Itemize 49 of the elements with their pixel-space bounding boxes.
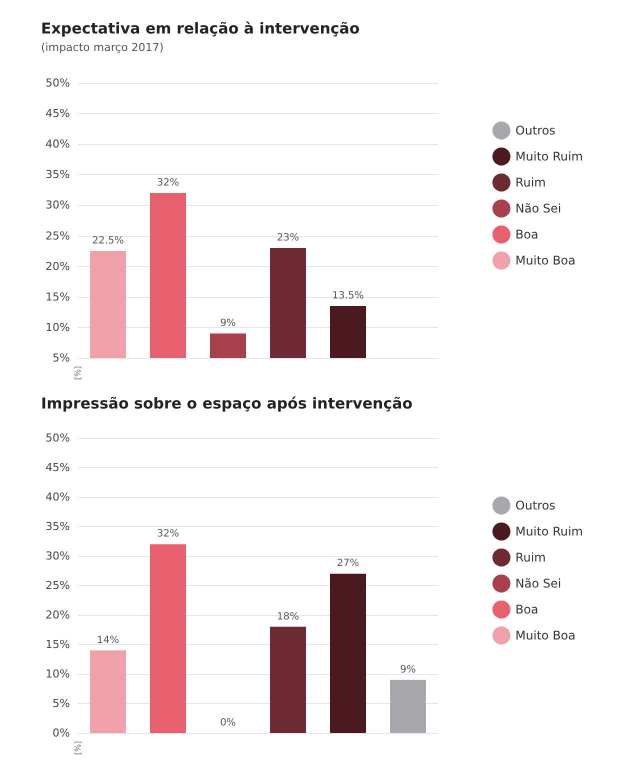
legend-label: Outros xyxy=(515,498,556,512)
y-tick-label: 45% xyxy=(46,107,70,120)
chart-title: Impressão sobre o espaço após intervenção xyxy=(41,394,413,412)
legend-label: Boa xyxy=(515,228,538,242)
y-tick-label: 35% xyxy=(46,520,70,533)
legend-label: Muito Ruim xyxy=(515,150,584,164)
y-tick-label: 10% xyxy=(46,320,70,334)
y-axis-title: [%] xyxy=(74,741,82,755)
y-tick-label: 30% xyxy=(46,550,70,562)
y-tick-label: 50% xyxy=(46,432,70,444)
y-tick-label: 25% xyxy=(46,579,70,592)
y-tick-label: 5% xyxy=(52,697,70,710)
y-axis-title: [%] xyxy=(74,366,82,380)
legend-label: Muito Boa xyxy=(515,254,576,268)
y-tick-label: 15% xyxy=(46,290,70,304)
y-tick-label: 35% xyxy=(46,168,70,182)
legend-label: Ruim xyxy=(515,176,546,190)
data-label: 32% xyxy=(156,178,180,188)
y-tick-label: 45% xyxy=(46,461,70,474)
y-tick-label: 15% xyxy=(46,638,70,651)
y-tick-label: 10% xyxy=(46,668,70,680)
legend-label: Não Sei xyxy=(515,576,562,590)
y-tick-label: 5% xyxy=(52,352,70,364)
data-label: 14% xyxy=(96,634,120,646)
data-label: 27% xyxy=(336,558,360,570)
y-tick-label: 40% xyxy=(46,490,70,504)
legend-label: Outros xyxy=(515,124,556,138)
y-tick-label: 40% xyxy=(46,138,70,151)
data-label: 23% xyxy=(276,232,300,244)
data-label: 22.5% xyxy=(92,236,124,247)
chart-subtitle: (impacto março 2017) xyxy=(41,41,164,54)
y-tick-label: 50% xyxy=(46,76,70,90)
data-label: 18% xyxy=(276,611,300,622)
legend-label: Muito Ruim xyxy=(515,524,584,538)
legend-label: Muito Boa xyxy=(515,628,576,642)
y-tick-label: 30% xyxy=(46,198,70,212)
y-tick-label: 20% xyxy=(46,260,70,273)
chart-title: Expectativa em relação à intervenção xyxy=(41,20,360,38)
legend-label: Não Sei xyxy=(515,202,562,216)
data-label: 9% xyxy=(220,318,236,330)
legend-label: Boa xyxy=(515,602,538,616)
legend-label: Ruim xyxy=(515,550,546,564)
y-tick-label: 20% xyxy=(46,608,70,622)
data-label: 32% xyxy=(156,528,180,540)
data-label: 0% xyxy=(220,718,236,728)
data-label: 9% xyxy=(400,664,416,676)
data-label: 13.5% xyxy=(332,290,364,302)
y-tick-label: 0% xyxy=(52,726,70,740)
y-tick-label: 25% xyxy=(46,229,70,242)
